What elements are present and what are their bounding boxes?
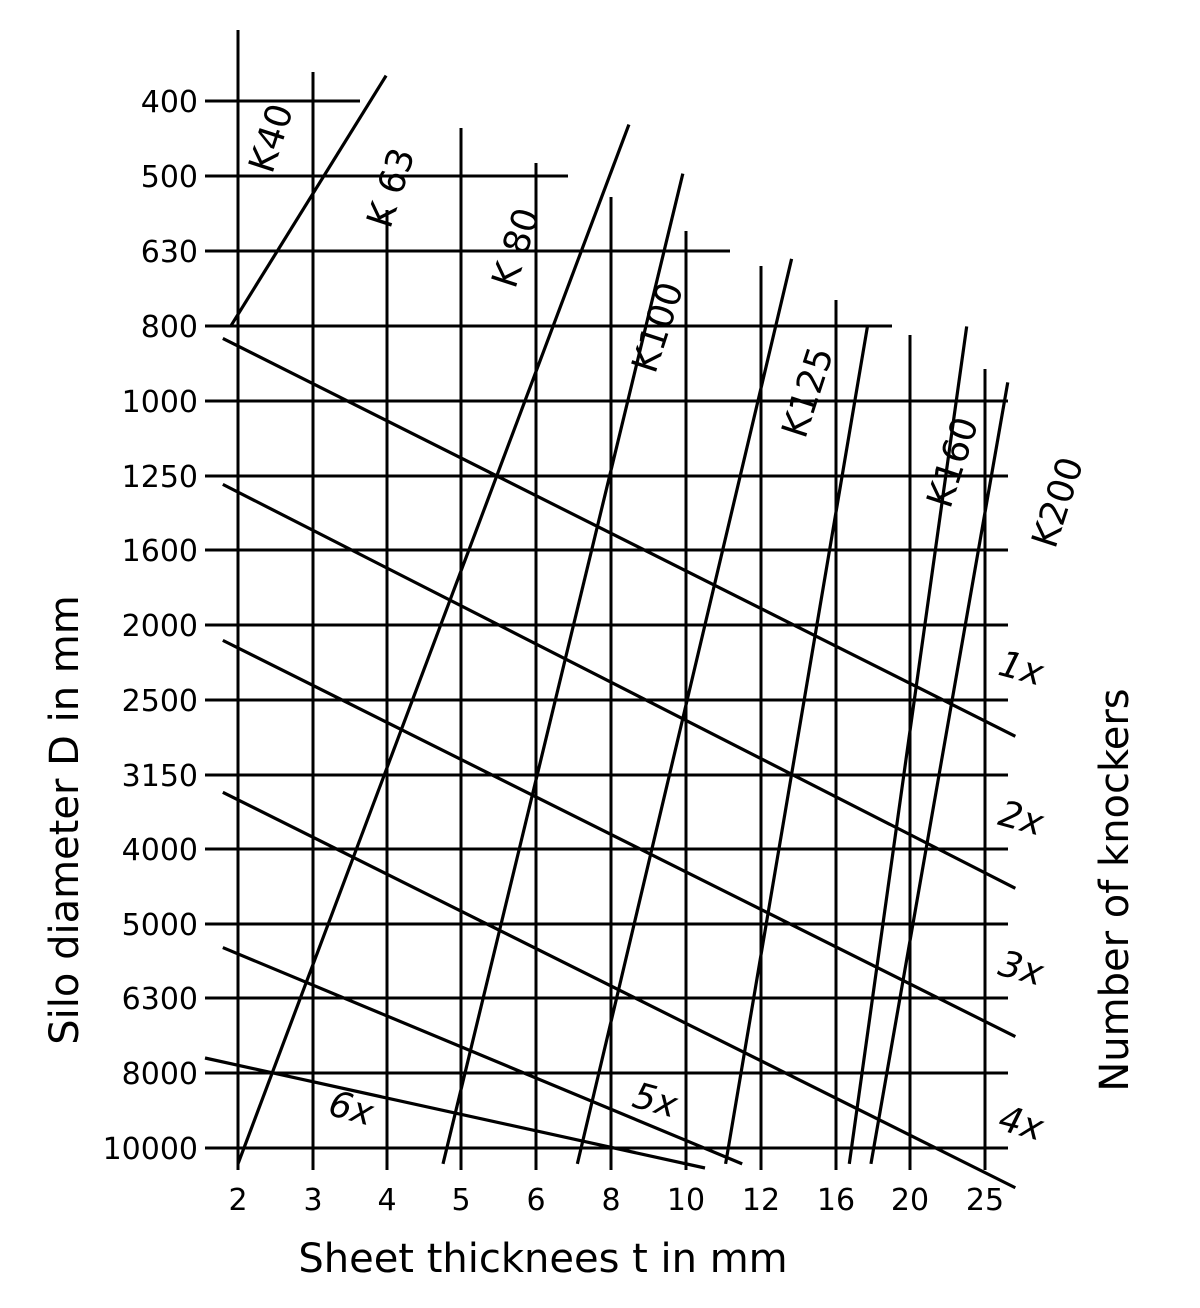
knocker-line-k125	[724, 326, 870, 1165]
label-count-6x: 6x	[324, 1083, 378, 1134]
y-tick-label: 2500	[122, 684, 198, 719]
knocker-line-k200	[869, 382, 1010, 1165]
count-line-5x	[222, 946, 743, 1166]
knocker-line-k100	[575, 258, 794, 1165]
x-tick-label: 12	[742, 1183, 780, 1218]
count-line-6x	[204, 1056, 706, 1170]
count-line-2x	[222, 482, 1017, 890]
y-tick-label: 3150	[122, 759, 198, 794]
y-tick-label: 800	[141, 310, 198, 345]
x-axis-title: Sheet thicknees t in mm	[298, 1236, 787, 1282]
diagonal-lines	[204, 74, 1017, 1190]
y-tick-label: 400	[141, 85, 198, 120]
x-tick-label: 20	[891, 1183, 929, 1218]
label-k80: K 80	[485, 203, 549, 293]
y-tick-label: 1000	[122, 385, 198, 420]
y-tick-label: 1250	[122, 460, 198, 495]
y-tick-label: 500	[141, 160, 198, 195]
label-count-3x: 3x	[994, 943, 1048, 994]
x-tick-label: 10	[667, 1183, 705, 1218]
label-k125: K125	[775, 342, 843, 442]
label-k63: K 63	[360, 143, 424, 233]
label-count-1x: 1x	[994, 643, 1048, 694]
y-tick-label: 8000	[122, 1057, 198, 1092]
x-tick-label: 5	[451, 1183, 470, 1218]
label-count-2x: 2x	[994, 793, 1048, 844]
tick-labels: 2 3 4 5 6 8 10 12 16 20 25 400 500 630 800 1000 1250 1600…	[103, 85, 1005, 1218]
knocker-line-k63	[236, 123, 631, 1165]
y-tick-label: 630	[141, 235, 198, 270]
y2-axis-title: Number of knockers	[1092, 688, 1138, 1091]
y-tick-label: 2000	[122, 609, 198, 644]
label-count-4x: 4x	[994, 1098, 1048, 1149]
x-tick-label: 3	[303, 1183, 322, 1218]
knocker-line-k160	[847, 326, 969, 1165]
label-k100: K100	[625, 277, 693, 377]
y-tick-label: 5000	[122, 908, 198, 943]
label-k200: K200	[1025, 452, 1093, 552]
grid-lines	[205, 30, 1008, 1170]
x-tick-label: 8	[601, 1183, 620, 1218]
y-tick-label: 1600	[122, 534, 198, 569]
y-axis-title: Silo diameter D in mm	[42, 595, 88, 1044]
count-line-3x	[222, 638, 1017, 1039]
knocker-line-k40	[229, 74, 388, 328]
x-tick-label: 6	[526, 1183, 545, 1218]
y-tick-label: 6300	[122, 982, 198, 1017]
y-tick-label: 4000	[122, 833, 198, 868]
x-tick-label: 2	[228, 1183, 247, 1218]
label-k160: K160	[920, 412, 988, 512]
x-tick-label: 25	[966, 1183, 1004, 1218]
knocker-line-k80	[441, 173, 685, 1165]
y-tick-label: 10000	[103, 1132, 198, 1167]
label-k40: K40	[242, 99, 302, 178]
x-tick-label: 16	[817, 1183, 855, 1218]
x-tick-label: 4	[377, 1183, 396, 1218]
count-line-4x	[222, 790, 1017, 1190]
count-line-1x	[222, 337, 1017, 738]
